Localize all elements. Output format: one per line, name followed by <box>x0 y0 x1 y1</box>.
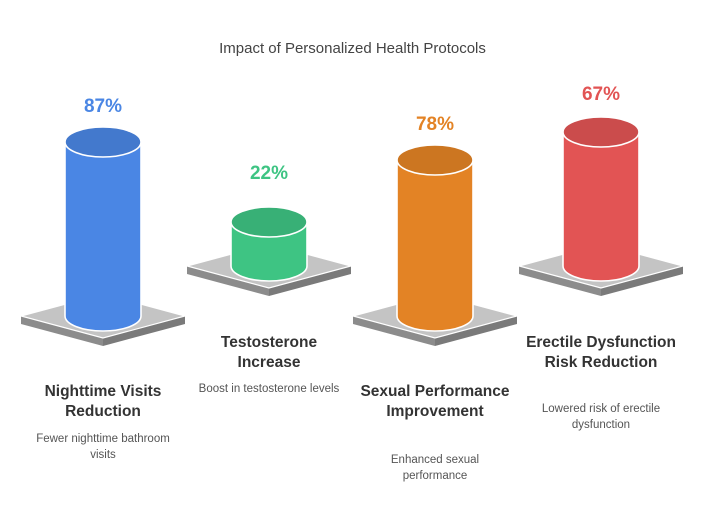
value-label-erectile: 67% <box>581 84 621 105</box>
platform-side-left-testosterone <box>187 266 269 296</box>
bar-sexual-performance <box>396 159 474 332</box>
description-erectile: Lowered risk of erectile dysfunction <box>541 403 661 431</box>
chart-title: Impact of Personalized Health Protocols <box>219 40 486 57</box>
bar-nighttime <box>64 141 142 332</box>
value-label-testosterone: 22% <box>249 163 289 184</box>
description-nighttime: Fewer nighttime bathroom visits <box>36 433 170 461</box>
bar-top-nighttime <box>64 126 142 158</box>
bar-testosterone <box>230 221 308 282</box>
platform-side-right-erectile <box>601 266 683 296</box>
platform-side-left-nighttime <box>21 316 103 346</box>
platform-side-left-sexual-performance <box>353 316 435 346</box>
value-label-nighttime: 87% <box>83 96 123 117</box>
platform-side-left-erectile <box>519 266 601 296</box>
platform-side-right-testosterone <box>269 266 351 296</box>
category-label-sexual-performance: Sexual Performance Improvement <box>360 383 510 420</box>
bar-erectile <box>562 131 640 282</box>
platform-side-right-nighttime <box>103 316 185 346</box>
category-label-erectile: Erectile Dysfunction Risk Reduction <box>526 334 676 371</box>
description-sexual-performance: Enhanced sexual performance <box>390 454 480 482</box>
category-label-testosterone: Testosterone Increase <box>220 334 318 371</box>
bar-top-sexual-performance <box>396 144 474 176</box>
description-testosterone: Boost in testosterone levels <box>198 383 340 395</box>
bar-top-testosterone <box>230 206 308 238</box>
category-label-nighttime: Nighttime Visits Reduction <box>44 383 162 420</box>
bar-top-erectile <box>562 116 640 148</box>
value-label-sexual-performance: 78% <box>415 114 455 135</box>
platform-side-right-sexual-performance <box>435 316 517 346</box>
